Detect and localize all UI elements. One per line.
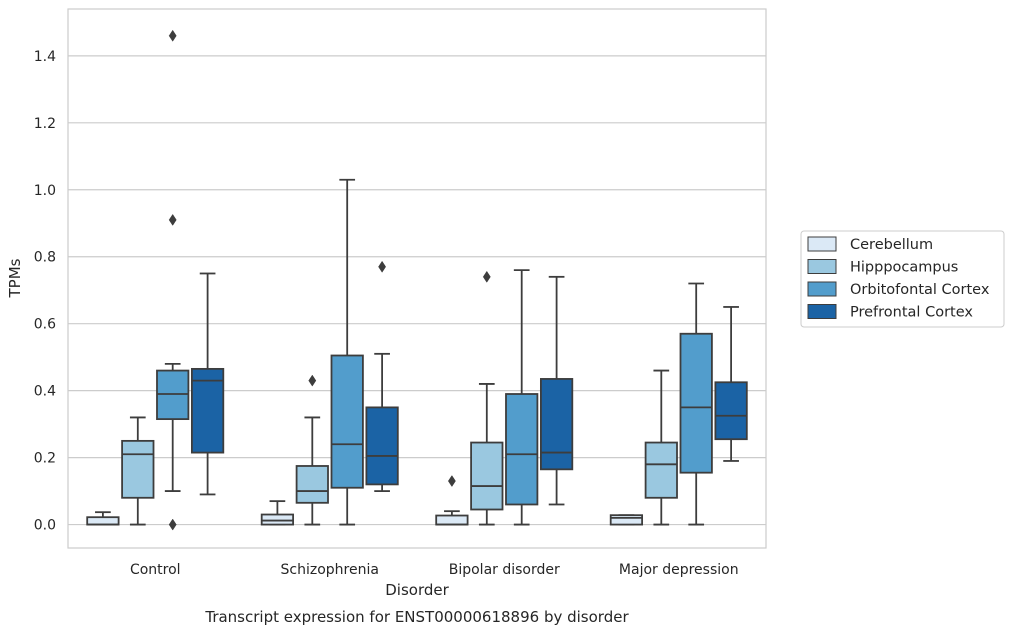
boxes	[86, 178, 748, 526]
outliers	[168, 29, 491, 531]
legend-swatch	[807, 259, 837, 274]
x-axis-label: Disorder	[385, 581, 449, 599]
box-cerebellum	[435, 510, 469, 526]
box-orbitofontal-cortex	[156, 362, 190, 492]
y-tick-label: 0.4	[34, 384, 56, 400]
box-hipppocampus	[121, 416, 155, 526]
y-axis-label: TPMs	[6, 258, 24, 298]
x-tick-label: Major depression	[619, 562, 739, 578]
legend-label: Prefrontal Cortex	[850, 305, 973, 321]
chart-title: Transcript expression for ENST0000061889…	[204, 608, 629, 626]
legend-swatch	[807, 304, 837, 319]
outlier-point	[378, 260, 386, 273]
y-tick-label: 1.0	[34, 183, 56, 199]
outlier-point	[308, 374, 317, 387]
iqr-box	[190, 367, 225, 454]
outlier-point	[482, 270, 491, 283]
legend-frame	[800, 230, 1005, 328]
outlier-point	[168, 213, 177, 226]
box-orbitofontal-cortex	[505, 269, 539, 526]
x-tick-label: Bipolar disorder	[449, 562, 560, 578]
y-tick-label: 0.8	[34, 250, 56, 266]
iqr-box	[86, 516, 120, 526]
box-orbitofontal-cortex	[679, 282, 713, 526]
iqr-box	[260, 513, 295, 526]
box-hipppocampus	[295, 416, 329, 526]
box-cerebellum	[609, 514, 644, 526]
box-cerebellum	[86, 511, 120, 526]
iqr-box	[121, 439, 155, 499]
x-axis-ticks: Control Schizophrenia Bipolar disorder Majo…	[130, 562, 739, 578]
iqr-box	[435, 514, 469, 526]
y-tick-label: 1.2	[34, 116, 56, 132]
x-tick-label: Control	[130, 562, 181, 578]
legend-label: Hipppocampus	[850, 260, 958, 276]
iqr-box	[679, 332, 713, 474]
x-tick-label: Schizophrenia	[281, 562, 379, 578]
box-prefrontal-cortex	[714, 306, 748, 462]
iqr-box	[470, 441, 504, 511]
legend-label: Cerebellum	[850, 237, 933, 253]
y-tick-label: 0.0	[34, 518, 56, 534]
iqr-box	[714, 381, 748, 441]
box-hipppocampus	[644, 369, 678, 526]
iqr-box	[644, 441, 678, 499]
box-cerebellum	[260, 500, 295, 526]
box-prefrontal-cortex	[539, 275, 574, 506]
box-orbitofontal-cortex	[330, 178, 364, 526]
y-tick-label: 0.6	[34, 317, 56, 333]
iqr-box	[330, 354, 364, 489]
y-axis-ticks: 0.0 0.2 0.4 0.6 0.8 1.0 1.2 1.4	[34, 49, 56, 534]
box-prefrontal-cortex	[365, 352, 399, 492]
outlier-point	[448, 475, 456, 487]
iqr-box	[365, 406, 399, 486]
plot-frame	[67, 8, 767, 549]
iqr-box	[539, 378, 574, 471]
box-prefrontal-cortex	[190, 272, 225, 496]
iqr-box	[505, 393, 539, 506]
outlier-point	[168, 29, 177, 42]
legend-label: Orbitofontal Cortex	[850, 282, 990, 298]
legend-swatch	[807, 236, 837, 252]
legend-swatch	[807, 281, 837, 297]
y-tick-label: 0.2	[34, 451, 56, 467]
iqr-box	[609, 514, 644, 526]
outlier-point	[168, 518, 177, 531]
iqr-box	[295, 465, 329, 504]
y-tick-label: 1.4	[34, 49, 56, 65]
legend: Cerebellum Hipppocampus Orbitofontal Corte…	[800, 230, 1005, 328]
box-hipppocampus	[470, 383, 504, 526]
